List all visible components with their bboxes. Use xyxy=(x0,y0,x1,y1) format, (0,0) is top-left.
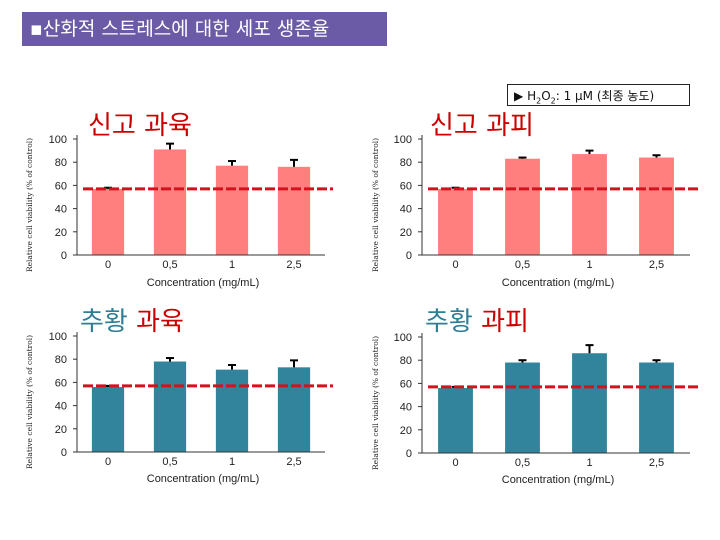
chart-3-ytick-label: 80 xyxy=(55,354,67,366)
chart-4-ytick-label: 20 xyxy=(400,425,412,437)
chart-1-ytick-label: 40 xyxy=(55,204,67,216)
chart-2-ytick-label: 0 xyxy=(406,250,412,262)
chart-2-ytick-label: 80 xyxy=(400,157,412,169)
chart-2-category-label: 0 xyxy=(452,259,458,271)
chart-2-category-label: 0,5 xyxy=(515,259,530,271)
chart-2-ytick-label: 20 xyxy=(400,227,412,239)
chart-4-bar xyxy=(438,388,473,453)
note-sub-2: 2 xyxy=(550,96,556,106)
chart-2-bar xyxy=(572,154,607,255)
chart-3-category-label: 0 xyxy=(105,456,111,468)
chart-4-ytick-label: 100 xyxy=(394,332,412,344)
chart-4-category-label: 0,5 xyxy=(515,457,530,469)
note-arrow-icon: ▶ xyxy=(514,89,524,103)
chart-4-ytick-label: 40 xyxy=(400,402,412,414)
chart-4-bar xyxy=(505,362,540,453)
title-text: 산화적 스트레스에 대한 세포 생존율 xyxy=(42,18,330,40)
chart-1-category-label: 0,5 xyxy=(162,259,177,271)
chart-4-ytick-label: 60 xyxy=(400,378,412,390)
chart-1-ytick-label: 0 xyxy=(61,250,67,262)
chart-3-category-label: 1 xyxy=(229,456,235,468)
chart-4-category-label: 1 xyxy=(586,457,592,469)
chart-1-category-label: 0 xyxy=(105,259,111,271)
chart-3-bar xyxy=(215,369,249,452)
chart-4-bar xyxy=(572,353,607,453)
chart-1-ytick-label: 80 xyxy=(55,157,67,169)
slide-title: ▪산화적 스트레스에 대한 세포 생존율 xyxy=(22,12,387,46)
chart-3-bar xyxy=(153,361,187,452)
chart-2-title: 신고 과피 xyxy=(430,111,534,141)
chart-1-ytick-label: 20 xyxy=(55,227,67,239)
note-rest: : 1 μM (최종 농도) xyxy=(555,89,655,103)
chart-2-ytick-label: 40 xyxy=(400,204,412,216)
chart-3-ytick-label: 20 xyxy=(55,424,67,436)
chart-2-y-label: Relative cell viability (% of control) xyxy=(371,138,380,272)
chart-3-bar xyxy=(91,387,125,452)
chart-1-ytick-label: 100 xyxy=(49,134,67,146)
chart-1-ytick-label: 60 xyxy=(55,180,67,192)
chart-1-y-label: Relative cell viability (% of control) xyxy=(25,138,34,272)
treatment-note: ▶ H2O2: 1 μM (최종 농도) xyxy=(507,84,690,106)
chart-3-bar xyxy=(277,367,311,452)
title-bullet: ▪ xyxy=(30,18,43,40)
chart-4-category-label: 0 xyxy=(452,457,458,469)
chart-4-ytick-label: 80 xyxy=(400,355,412,367)
chart-3-ytick-label: 100 xyxy=(49,331,67,343)
chart-3-ytick-label: 0 xyxy=(61,447,67,459)
chart-1-bar xyxy=(91,188,125,255)
chart-2-bar xyxy=(639,157,674,255)
chart-1-bar xyxy=(277,166,311,255)
chart-2-ytick-label: 100 xyxy=(394,134,412,146)
chart-1-category-label: 1 xyxy=(229,259,235,271)
chart-4-title: 추황 과피 xyxy=(425,307,529,337)
chart-2-category-label: 1 xyxy=(586,259,592,271)
chart-4-bar xyxy=(639,362,674,453)
note-sub-1: 2 xyxy=(536,96,542,106)
chart-1-bar xyxy=(215,165,249,255)
chart-2-bar xyxy=(438,188,473,255)
chart-3-title: 추황 과육 xyxy=(80,307,184,337)
chart-3-category-label: 0,5 xyxy=(162,456,177,468)
chart-2-x-label: Concentration (mg/mL) xyxy=(502,277,615,289)
chart-4-y-label: Relative cell viability (% of control) xyxy=(371,336,380,470)
chart-1-bar xyxy=(153,149,187,255)
chart-4-category-label: 2,5 xyxy=(649,457,664,469)
chart-3-x-label: Concentration (mg/mL) xyxy=(147,473,260,485)
chart-1-category-label: 2,5 xyxy=(286,259,301,271)
chart-4-x-label: Concentration (mg/mL) xyxy=(502,474,615,486)
chart-3-category-label: 2,5 xyxy=(286,456,301,468)
chart-1-x-label: Concentration (mg/mL) xyxy=(147,277,260,289)
chart-2-category-label: 2,5 xyxy=(649,259,664,271)
note-h: H xyxy=(527,89,537,103)
chart-1-title: 신고 과육 xyxy=(88,111,192,141)
chart-3-ytick-label: 40 xyxy=(55,401,67,413)
chart-2-ytick-label: 60 xyxy=(400,180,412,192)
chart-4-ytick-label: 0 xyxy=(406,448,412,460)
note-o: O xyxy=(541,89,551,103)
chart-3-ytick-label: 60 xyxy=(55,377,67,389)
chart-2-bar xyxy=(505,158,540,255)
chart-3-y-label: Relative cell viability (% of control) xyxy=(25,335,34,469)
